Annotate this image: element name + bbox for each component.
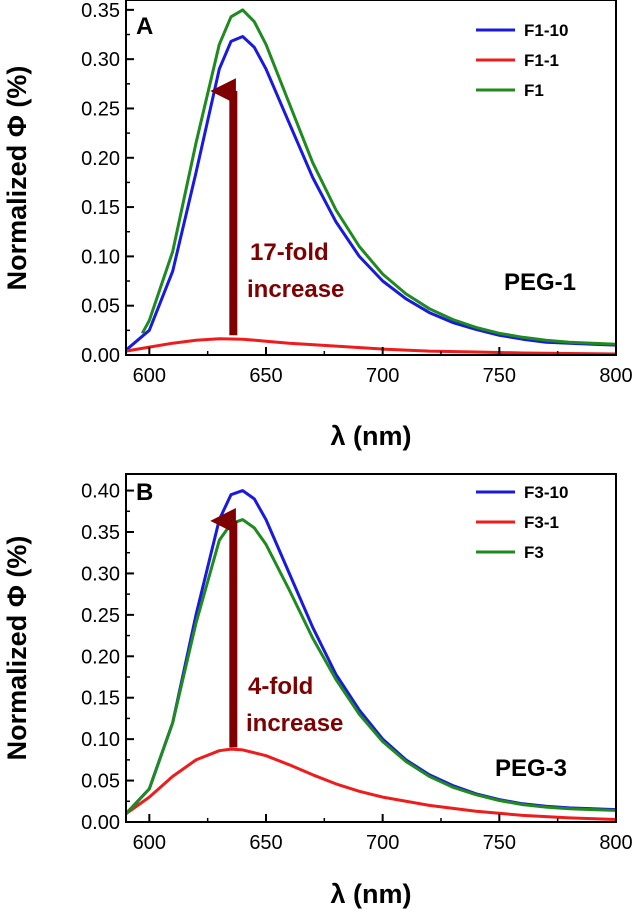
panel-a-x-tick-label: 800 <box>599 365 632 387</box>
panel-b-y-tick-label: 0.40 <box>81 481 120 503</box>
panel-b-y-tick-label: 0.30 <box>81 563 120 585</box>
panel-a-y-tick-label: 0.15 <box>81 197 120 219</box>
panel-a-y-tick-label: 0.05 <box>81 296 120 318</box>
panel-a-x-tick-label: 650 <box>249 365 282 387</box>
legend-label-f1-10: F1-10 <box>524 21 568 40</box>
series-line-f1-1 <box>125 337 617 356</box>
panel-b-y-tick-label: 0.25 <box>81 605 120 627</box>
panel-a-ticks: 600 650 700 750 800 0.00 0.05 0.10 0.15 0.20 0.25 0… <box>81 0 633 387</box>
panel-a-group-label: PEG-1 <box>504 269 576 296</box>
panel-b-y-axis-title: Normalized Φ (%) <box>2 536 32 761</box>
panel-b-group-label: PEG-3 <box>495 755 567 782</box>
panel-a-frame <box>125 0 617 356</box>
panel-b-annotation-line-1: 4-fold <box>248 673 313 700</box>
series-line-f1 <box>140 8 617 346</box>
panel-b-x-tick-label: 600 <box>133 832 166 854</box>
panel-b-annotation-line-2: increase <box>246 710 343 737</box>
panel-a-x-tick-label: 750 <box>483 365 516 387</box>
legend-label-f3-10: F3-10 <box>524 483 568 502</box>
panel-a-y-tick-label: 0.20 <box>81 148 120 170</box>
legend-label-f1-1: F1-1 <box>524 51 559 70</box>
panel-b-curves <box>124 489 617 821</box>
panel-a-x-axis-title: λ (nm) <box>331 421 412 451</box>
panel-b-frame <box>125 473 617 823</box>
panel-a-y-tick-label: 0.25 <box>81 98 120 120</box>
legend-label-f3-1: F3-1 <box>524 513 559 532</box>
series-line-f3 <box>124 518 617 815</box>
panel-a-y-axis-title: Normalized Φ (%) <box>2 66 32 291</box>
panel-a-letter: A <box>136 13 153 40</box>
panel-b-x-tick-label: 800 <box>599 832 632 854</box>
panel-b-y-tick-label: 0.10 <box>81 729 120 751</box>
panel-b-y-tick-label: 0.00 <box>81 812 120 834</box>
legend-label-f1: F1 <box>524 81 544 100</box>
panel-a-x-tick-label: 700 <box>366 365 399 387</box>
panel-b: 600 650 700 750 800 0.00 0.05 0.10 0.15 0.20 0.25 0… <box>2 473 633 909</box>
panel-a-legend: F1-10 F1-1 F1 <box>476 21 568 100</box>
panel-a-y-tick-label: 0.35 <box>81 0 120 22</box>
panel-a-annotation-line-1: 17-fold <box>250 239 329 266</box>
panel-b-letter: B <box>136 479 153 506</box>
panel-b-x-tick-label: 700 <box>366 832 399 854</box>
panel-b-x-tick-label: 750 <box>483 832 516 854</box>
legend-label-f3: F3 <box>524 543 544 562</box>
panel-b-y-tick-label: 0.15 <box>81 688 120 710</box>
panel-b-y-tick-label: 0.05 <box>81 771 120 793</box>
panel-b-ticks: 600 650 700 750 800 0.00 0.05 0.10 0.15 0.20 0.25 0… <box>81 481 633 854</box>
series-line-f3-1 <box>125 747 617 821</box>
panel-b-x-tick-label: 650 <box>249 832 282 854</box>
panel-a-y-tick-label: 0.10 <box>81 246 120 268</box>
panel-a-y-tick-label: 0.30 <box>81 49 120 71</box>
panel-b-y-tick-label: 0.35 <box>81 522 120 544</box>
panel-a-x-tick-label: 600 <box>133 365 166 387</box>
panel-a-y-tick-label: 0.00 <box>81 345 120 367</box>
panel-a-annotation-line-2: increase <box>247 276 344 303</box>
panel-b-legend: F3-10 F3-1 F3 <box>476 483 568 562</box>
panel-b-y-tick-label: 0.20 <box>81 646 120 668</box>
panel-b-x-axis-title: λ (nm) <box>331 879 412 909</box>
panel-a: 600 650 700 750 800 0.00 0.05 0.10 0.15 0.20 0.25 0… <box>2 0 633 451</box>
